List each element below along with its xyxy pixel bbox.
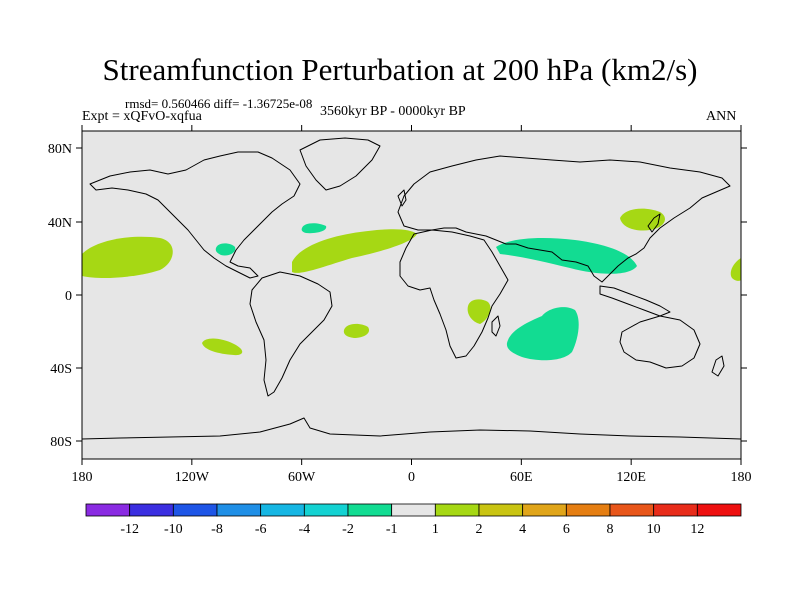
- colorbar-label-5: -2: [342, 522, 354, 537]
- lon-label-5: 120E: [616, 470, 646, 485]
- plot-title: Streamfunction Perturbation at 200 hPa (…: [102, 52, 698, 87]
- coastline-new-zealand: [711, 355, 725, 377]
- colorbar-swatch-5: [303, 503, 349, 517]
- colorbar-swatch-14: [696, 503, 742, 517]
- colorbar: -12 -10 -8 -6 -4 -2 -1 1 2 4 6 8 10 12: [85, 503, 742, 537]
- anomaly-south-atlantic-positive: [343, 323, 370, 338]
- lat-label-2: 0: [65, 289, 72, 304]
- anomaly-north-pacific-positive: [82, 236, 173, 278]
- anomaly-east-asia-positive: [620, 208, 665, 231]
- anomaly-north-atlantic-positive: [292, 229, 417, 273]
- colorbar-swatch-13: [653, 503, 698, 517]
- coastline-australia: [619, 315, 701, 369]
- lat-label-3: 40S: [50, 362, 72, 377]
- coastline-eurasia: [397, 155, 731, 283]
- colorbar-swatch-8: [434, 503, 480, 517]
- colorbar-swatch-7: [391, 503, 436, 517]
- colorbar-swatch-3: [216, 503, 262, 517]
- anomaly-mexico-negative: [215, 243, 236, 256]
- colorbar-swatch-10: [522, 503, 567, 517]
- anomaly-south-asia-negative: [496, 238, 637, 274]
- anomaly-east-africa-positive: [467, 299, 491, 324]
- anomaly-mid-atlantic-negative: [301, 223, 327, 234]
- lon-label-6: 180: [731, 470, 752, 485]
- colorbar-label-12: 10: [647, 522, 661, 537]
- colorbar-label-8: 2: [476, 522, 483, 537]
- colorbar-label-3: -6: [255, 522, 267, 537]
- axis-layer: 80N 40N 0 40S 80S 180 120W 60W 0 60E 120E 180: [48, 125, 752, 485]
- colorbar-label-10: 6: [563, 522, 570, 537]
- colorbar-swatch-1: [129, 503, 174, 517]
- coastline-south-america: [249, 271, 333, 397]
- coastline-southeast-asia: [599, 285, 671, 317]
- colorbar-label-2: -8: [211, 522, 223, 537]
- anomaly-layer: [82, 208, 741, 361]
- map-panel: [82, 131, 741, 459]
- colorbar-label-1: -10: [164, 522, 183, 537]
- colorbar-swatch-9: [478, 503, 524, 517]
- colorbar-swatch-0: [85, 503, 131, 517]
- colorbar-swatch-12: [609, 503, 655, 517]
- colorbar-swatch-4: [260, 503, 305, 517]
- coastline-africa: [399, 229, 509, 359]
- stats-text: rmsd= 0.560466 diff= -1.36725e-08: [125, 96, 313, 111]
- anomaly-indian-ocean-negative: [506, 307, 579, 361]
- coastline-antarctica: [81, 417, 742, 440]
- coastline-north-america: [89, 151, 301, 279]
- coastline-greenland: [299, 137, 381, 191]
- lon-label-0: 180: [72, 470, 93, 485]
- lon-label-3: 0: [408, 470, 415, 485]
- experiment-label: Expt = xQFvO-xqfua: [82, 109, 202, 124]
- coastline-madagascar: [491, 315, 501, 337]
- lat-label-0: 80N: [48, 142, 72, 157]
- colorbar-label-9: 4: [519, 522, 526, 537]
- lat-label-1: 40N: [48, 216, 72, 231]
- colorbar-label-6: -1: [386, 522, 398, 537]
- colorbar-label-7: 1: [432, 522, 439, 537]
- coastline-uk: [397, 189, 407, 207]
- colorbar-label-13: 12: [690, 522, 704, 537]
- colorbar-swatch-6: [347, 503, 393, 517]
- anomaly-south-pacific-positive: [202, 338, 243, 356]
- anomaly-dateline-positive: [730, 258, 741, 281]
- season-label: ANN: [706, 109, 737, 124]
- lon-label-4: 60E: [510, 470, 533, 485]
- lon-label-1: 120W: [175, 470, 210, 485]
- coastline-japan: [647, 213, 661, 233]
- colorbar-swatch-2: [172, 503, 218, 517]
- lon-label-2: 60W: [288, 470, 316, 485]
- coastline-layer: [81, 137, 742, 440]
- colorbar-label-11: 8: [607, 522, 614, 537]
- colorbar-label-4: -4: [298, 522, 310, 537]
- colorbar-label-0: -12: [120, 522, 139, 537]
- period-label: 3560kyr BP - 0000kyr BP: [320, 104, 466, 119]
- colorbar-swatch-11: [565, 503, 611, 517]
- lat-label-4: 80S: [50, 435, 72, 450]
